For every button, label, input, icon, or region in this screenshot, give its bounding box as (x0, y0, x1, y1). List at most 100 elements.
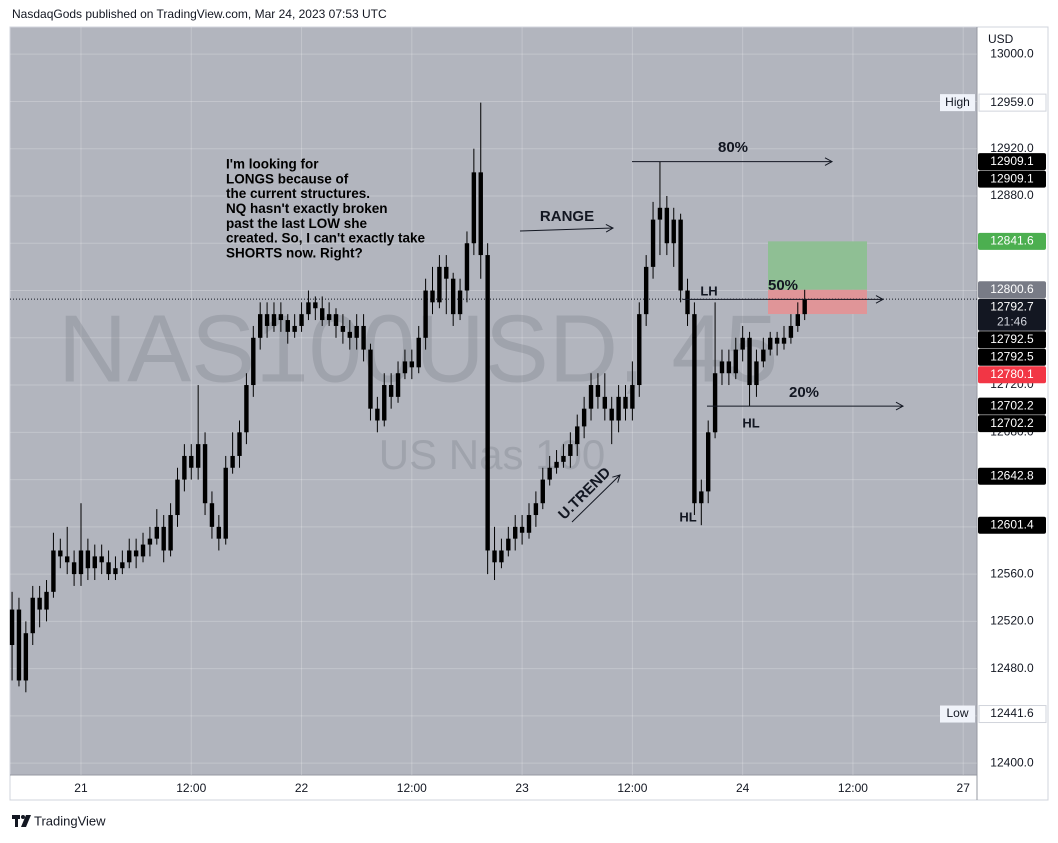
trend-arrow-head (612, 474, 621, 483)
candle-body (561, 455, 566, 462)
candle-body (9, 609, 15, 646)
candle-body (264, 314, 270, 326)
candle-body (251, 337, 256, 386)
candle-body (588, 385, 594, 409)
annotation-p50: 50% (768, 277, 798, 294)
candle-body (637, 314, 642, 386)
candle-body (361, 325, 366, 350)
candle-body (257, 314, 263, 338)
x-tick-label: 27 (957, 781, 971, 795)
candle-body (175, 479, 180, 516)
candle-body (106, 562, 111, 575)
candle-body (244, 385, 249, 433)
price-label-bg (978, 153, 1046, 171)
x-tick-label: 24 (736, 781, 750, 795)
candle-body (768, 337, 773, 350)
low-value: 12441.6 (990, 706, 1034, 720)
candle-body (230, 455, 235, 468)
candle-body (657, 207, 663, 220)
candle-body (519, 526, 525, 533)
candle-body (802, 299, 807, 315)
candle-body (664, 207, 670, 244)
candle-body (333, 314, 339, 326)
y-tick-label: 12920.0 (990, 141, 1034, 155)
candle-body (513, 526, 518, 539)
annotation-hl2: HL (679, 509, 696, 524)
candle-body (354, 325, 359, 338)
candle-body (450, 278, 456, 315)
price-label: 12841.6 (990, 234, 1034, 248)
candle-body (347, 331, 352, 338)
candle-body (650, 219, 656, 267)
price-label-bg (978, 298, 1046, 331)
note-line: SHORTS now. Right? (226, 245, 363, 260)
annotation-p20: 20% (789, 384, 819, 401)
level-50-line-head (875, 295, 885, 304)
profit-zone (768, 241, 867, 290)
candle-body (492, 550, 497, 563)
candle-body (423, 290, 428, 338)
candle-body (678, 219, 683, 291)
candle-body (16, 609, 22, 681)
candle-body (306, 302, 311, 315)
candle-body (774, 337, 780, 344)
candle-body (216, 526, 222, 539)
candle-body (575, 426, 580, 445)
note-line: I'm looking for (226, 157, 319, 172)
candle-body (533, 503, 539, 516)
candle-body (78, 550, 84, 575)
price-label-bg (978, 348, 1046, 366)
candle-body (65, 556, 70, 563)
candle-body (430, 290, 435, 303)
price-label: 12702.2 (990, 416, 1034, 430)
high-tag-bg (940, 94, 975, 112)
candle-body (526, 515, 532, 533)
x-tick-label: 12:00 (176, 781, 206, 795)
candle-body (278, 314, 284, 321)
low-tag-bg (940, 705, 975, 723)
low-tag-label: Low (946, 706, 968, 720)
range-arrow (519, 227, 614, 232)
price-label: 12792.7 (990, 299, 1034, 313)
candle-body (547, 467, 552, 480)
candle-body (154, 526, 160, 539)
candle-body (568, 444, 573, 456)
candle-body (168, 515, 173, 551)
candle-body (437, 266, 442, 303)
y-tick-label: 12480.0 (990, 661, 1034, 675)
candle-body (99, 556, 104, 563)
level-20-line-head (895, 401, 905, 411)
x-tick-label: 23 (515, 781, 529, 795)
note-line: past the last LOW she (226, 216, 368, 231)
candle-body (581, 408, 587, 427)
candle-body (388, 385, 394, 397)
candle-body (609, 408, 614, 421)
high-value-bg (978, 93, 1047, 112)
y-tick-label: 13000.0 (990, 46, 1034, 60)
price-label-bg (978, 467, 1046, 485)
x-tick-label: 22 (295, 781, 309, 795)
annotation-range: RANGE (540, 208, 594, 225)
candle-body (113, 568, 118, 575)
candle-body (761, 349, 766, 362)
candle-body (320, 308, 325, 321)
candle-body (127, 550, 132, 563)
candle-body (375, 408, 380, 421)
candle-body (740, 337, 745, 350)
price-label: 12800.6 (990, 282, 1034, 296)
x-tick-label: 12:00 (838, 781, 868, 795)
candle-body (595, 385, 601, 397)
candle-body (299, 314, 304, 326)
candle-body (485, 255, 490, 551)
candle-body (685, 290, 690, 315)
candle-body (692, 314, 697, 504)
candle-body (464, 243, 470, 291)
candle-body (161, 526, 166, 551)
price-label: 12601.4 (990, 517, 1034, 531)
low-value-bg (978, 705, 1047, 724)
candle-body (712, 373, 718, 433)
price-label-bg (978, 366, 1046, 384)
candle-body (85, 550, 91, 569)
price-label: 12909.1 (990, 154, 1034, 168)
x-tick-label: 12:00 (617, 781, 647, 795)
